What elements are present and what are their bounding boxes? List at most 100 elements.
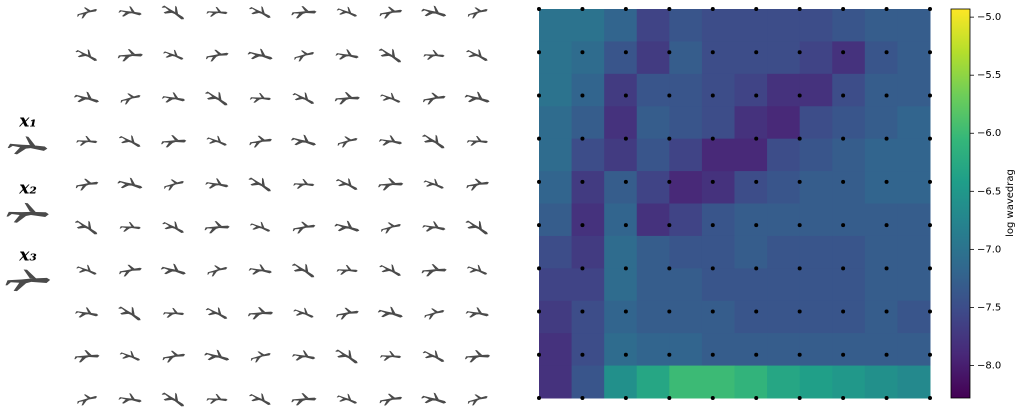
heat-cell (799, 235, 833, 269)
airplane-icon (161, 46, 186, 65)
heat-cell (799, 203, 833, 237)
sample-dot (797, 179, 802, 184)
heat-cell (571, 300, 605, 334)
airplane-icon (421, 345, 447, 368)
airplane-icon (291, 5, 317, 20)
airplane-icon (423, 306, 446, 321)
sample-dot (928, 93, 932, 98)
airplane-icon (336, 134, 359, 149)
sample-dot (841, 93, 846, 98)
airplane-icon (465, 261, 490, 280)
sample-dot (537, 50, 541, 55)
airplane-icon (291, 392, 317, 407)
airplane-icon (420, 128, 448, 155)
airplane-icon (249, 349, 272, 364)
colorbar-fill (950, 8, 971, 399)
sample-dot (667, 136, 672, 141)
sample-airplane (5, 200, 50, 227)
airplane-icon (74, 44, 100, 67)
sample-dot (841, 266, 846, 271)
airplane-icon (464, 349, 491, 364)
heat-cell (832, 333, 866, 367)
airplane-icon (116, 300, 144, 327)
sample-dot (710, 396, 715, 400)
heat-cell (539, 138, 573, 172)
sample-dot (841, 223, 846, 228)
airplane-icon (159, 386, 188, 413)
heat-cell (897, 333, 931, 367)
heat-cell (539, 268, 573, 302)
sample-dot (928, 266, 932, 271)
sample-dot (928, 179, 932, 184)
heat-cell (669, 333, 703, 367)
sample-dot (580, 7, 585, 11)
sample-dot (667, 7, 672, 11)
sample-dot (667, 266, 672, 271)
airplane-icon (335, 307, 360, 320)
sample-dot (754, 309, 759, 314)
heat-cell (832, 41, 866, 75)
heat-cell (832, 235, 866, 269)
airplane-icon (117, 390, 143, 408)
airplane-icon (379, 220, 402, 235)
heat-cell (669, 106, 703, 140)
airplane-icon (204, 220, 230, 235)
heat-cell (897, 235, 931, 269)
heat-cell (734, 235, 768, 269)
sample-dot (623, 396, 628, 400)
heat-cell (734, 73, 768, 107)
sample-dot (884, 309, 889, 314)
sample-dot (841, 136, 846, 141)
airplane-icon (247, 261, 274, 279)
airplane-icon (466, 5, 489, 20)
airplane-icon (422, 92, 446, 105)
airplane-icon (75, 5, 99, 20)
sample-dot (797, 396, 802, 400)
airplane-icon (162, 177, 185, 192)
sample-dot (841, 309, 846, 314)
airplane-icon (463, 88, 492, 109)
sample-dot (884, 93, 889, 98)
airplane-icon (72, 88, 101, 109)
heat-cell (864, 138, 898, 172)
heat-cell (897, 73, 931, 107)
sample-dot (710, 7, 715, 11)
heat-cell (734, 106, 768, 140)
heat-cell (864, 171, 898, 204)
heat-cell (734, 268, 768, 302)
heat-cell (701, 235, 735, 269)
heat-cell (539, 106, 573, 140)
sample-dot (623, 179, 628, 184)
sample-dot (580, 266, 585, 271)
heat-cell (799, 9, 833, 42)
airplane-icon (73, 214, 101, 241)
heat-cell (864, 203, 898, 237)
sample-dot (797, 266, 802, 271)
heat-cell (571, 365, 605, 399)
airplane-icon (206, 263, 229, 278)
airplane-icon (464, 304, 491, 322)
airplane-icon (423, 48, 446, 63)
airplane-icon (291, 347, 317, 365)
sample-dot (537, 396, 541, 400)
heat-cell (669, 138, 703, 172)
sample-dot (580, 223, 585, 228)
airplane-icon (117, 48, 144, 63)
sample-dot (928, 7, 932, 11)
airplane-icon (377, 259, 404, 282)
sample-dot (667, 179, 672, 184)
heat-cell (767, 73, 801, 107)
heat-cell (669, 171, 703, 204)
heat-cell (636, 365, 670, 399)
sample-dot (928, 136, 932, 141)
heat-cell (539, 73, 573, 107)
heat-cell (636, 268, 670, 302)
airplane-icon (246, 171, 274, 198)
heat-cell (669, 268, 703, 302)
heat-cell (832, 106, 866, 140)
sample-dot (884, 136, 889, 141)
heat-cell (539, 333, 573, 367)
sample-dot (667, 309, 672, 314)
sample-dot (797, 7, 802, 11)
airplane-icon (292, 177, 316, 192)
